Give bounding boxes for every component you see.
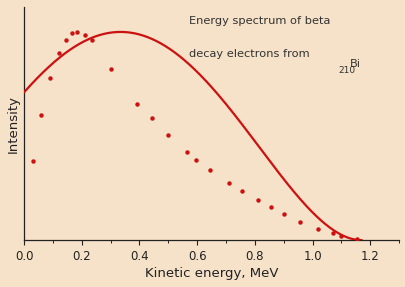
- Text: 210: 210: [337, 66, 354, 75]
- Y-axis label: Intensity: Intensity: [7, 94, 20, 153]
- X-axis label: Kinetic energy, MeV: Kinetic energy, MeV: [145, 267, 278, 280]
- Text: decay electrons from: decay electrons from: [189, 49, 313, 59]
- Text: Energy spectrum of beta: Energy spectrum of beta: [189, 16, 330, 26]
- Text: Bi: Bi: [349, 59, 360, 69]
